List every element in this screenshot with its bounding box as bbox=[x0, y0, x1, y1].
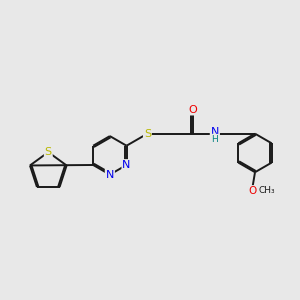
Text: O: O bbox=[188, 105, 197, 115]
Text: H: H bbox=[212, 134, 218, 143]
Text: S: S bbox=[144, 129, 151, 139]
Text: N: N bbox=[106, 169, 114, 180]
Text: N: N bbox=[211, 127, 219, 137]
Text: O: O bbox=[248, 186, 256, 196]
Text: S: S bbox=[45, 147, 52, 157]
Text: N: N bbox=[122, 160, 131, 170]
Text: CH₃: CH₃ bbox=[259, 187, 275, 196]
